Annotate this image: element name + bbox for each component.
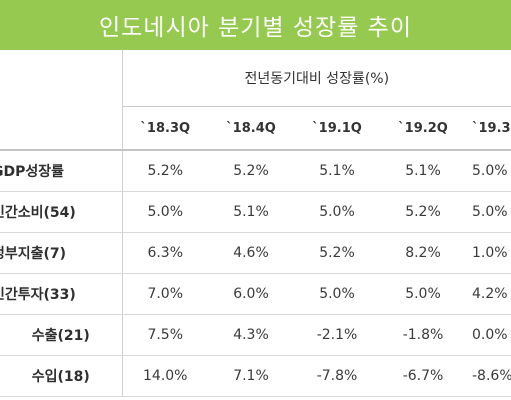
table-row: 민간소비(54) 5.0% 5.1% 5.0% 5.2% 5.0% [0, 191, 511, 233]
table-header-row: `18.3Q `18.4Q `19.1Q `19.2Q `19.3 [0, 106, 511, 151]
table-cell: 0.0% [466, 314, 511, 356]
table-cell: -6.7% [380, 355, 466, 397]
table-cell: 5.2% [208, 150, 294, 192]
table-cell: 1.0% [466, 232, 511, 274]
row-label: 수출(21) [0, 314, 123, 356]
table-cell: -2.1% [294, 314, 380, 356]
column-header: `19.3 [466, 106, 511, 151]
table-cell: 5.1% [208, 191, 294, 233]
table-row: GDP성장률 5.2% 5.2% 5.1% 5.1% 5.0% [0, 150, 511, 192]
table-cell: 5.0% [294, 273, 380, 315]
table-cell: 5.0% [466, 191, 511, 233]
table-cell: 5.2% [122, 150, 208, 192]
table-cell: 5.1% [294, 150, 380, 192]
row-label: 민간소비(54) [0, 191, 123, 233]
group-header: 전년동기대비 성장률(%) [122, 50, 511, 107]
column-header: `19.1Q [294, 106, 380, 151]
table-row: 수출(21) 7.5% 4.3% -2.1% -1.8% 0.0% [0, 314, 511, 356]
table-cell: 5.1% [380, 150, 466, 192]
table-cell: 7.1% [208, 355, 294, 397]
column-header: `19.2Q [380, 106, 466, 151]
table-cell: 4.6% [208, 232, 294, 274]
table-cell: -8.6% [466, 355, 511, 397]
growth-table: 전년동기대비 성장률(%) `18.3Q `18.4Q `19.1Q `19.2… [0, 50, 511, 397]
row-label: 정부지출(7) [0, 232, 123, 274]
table-cell: 5.0% [294, 191, 380, 233]
column-header: `18.3Q [122, 106, 208, 151]
table-cell: -1.8% [380, 314, 466, 356]
table-cell: 6.3% [122, 232, 208, 274]
table-cell: 5.2% [294, 232, 380, 274]
table-header-group-row: 전년동기대비 성장률(%) [0, 50, 511, 151]
table-cell: 7.0% [122, 273, 208, 315]
table-row: 수입(18) 14.0% 7.1% -7.8% -6.7% -8.6% [0, 355, 511, 397]
row-label: GDP성장률 [0, 150, 123, 192]
table-cell: 4.2% [466, 273, 511, 315]
table-cell: 5.0% [122, 191, 208, 233]
table-cell: 6.0% [208, 273, 294, 315]
row-label: 수입(18) [0, 355, 123, 397]
column-header: `18.4Q [208, 106, 294, 151]
table-corner-cell [0, 50, 123, 151]
table-cell: 7.5% [122, 314, 208, 356]
table-row: 민간투자(33) 7.0% 6.0% 5.0% 5.0% 4.2% [0, 273, 511, 315]
row-label: 민간투자(33) [0, 273, 123, 315]
table-cell: 5.0% [380, 273, 466, 315]
table-cell: 4.3% [208, 314, 294, 356]
table-row: 정부지출(7) 6.3% 4.6% 5.2% 8.2% 1.0% [0, 232, 511, 274]
table-cell: 5.0% [466, 150, 511, 192]
table-cell: -7.8% [294, 355, 380, 397]
table-cell: 5.2% [380, 191, 466, 233]
table-cell: 8.2% [380, 232, 466, 274]
page-title: 인도네시아 분기별 성장률 추이 [0, 0, 511, 50]
table-cell: 14.0% [122, 355, 208, 397]
